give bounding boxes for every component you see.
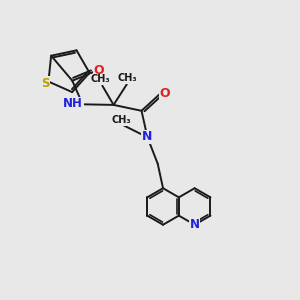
Text: S: S — [40, 76, 49, 89]
Text: CH₃: CH₃ — [90, 74, 110, 84]
Text: N: N — [142, 130, 152, 143]
Text: CH₃: CH₃ — [117, 74, 137, 83]
Text: NH: NH — [63, 97, 83, 110]
Text: N: N — [190, 218, 200, 231]
Text: O: O — [159, 87, 170, 100]
Text: O: O — [94, 64, 104, 77]
Text: CH₃: CH₃ — [112, 115, 131, 125]
